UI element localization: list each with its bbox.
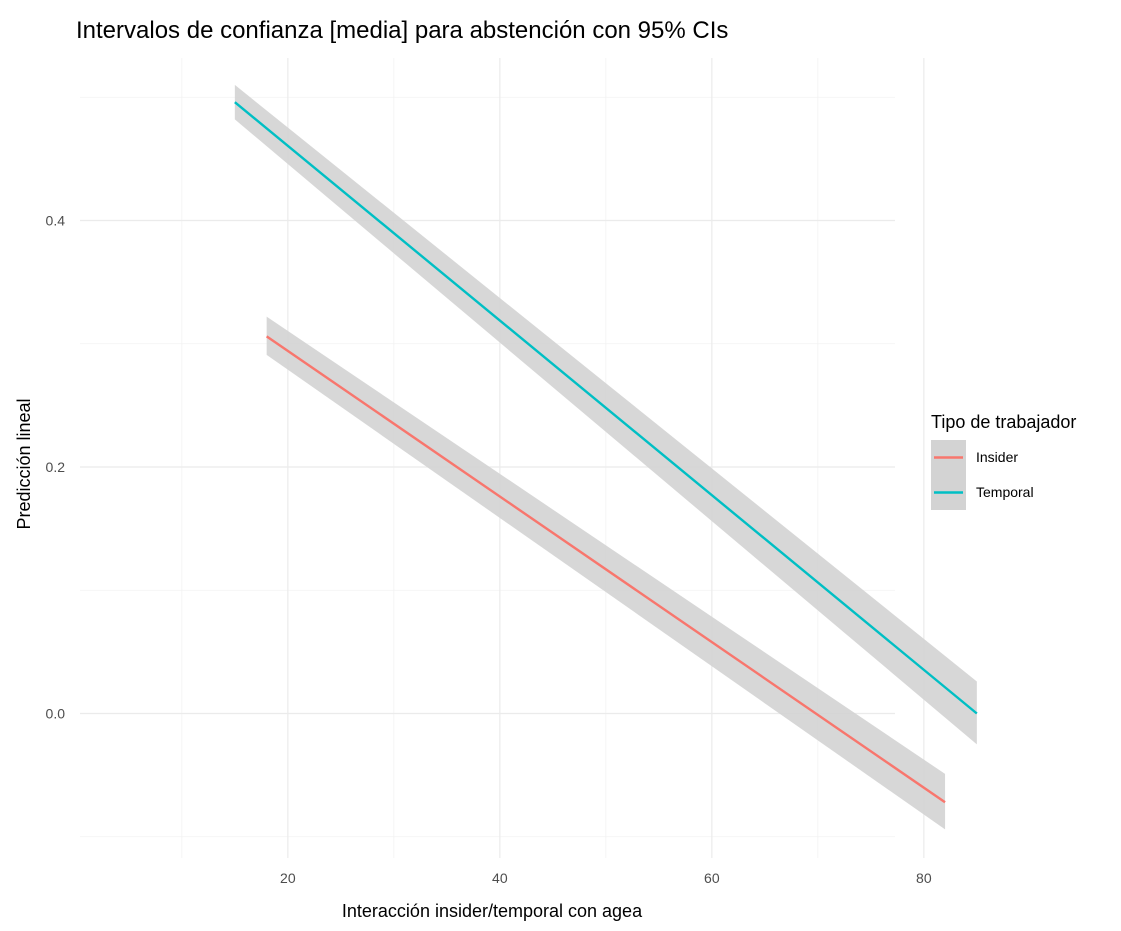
x-tick-label: 20: [280, 870, 296, 886]
confidence-ribbons: [234, 84, 977, 830]
x-axis-title: Interacción insider/temporal con agea: [342, 901, 643, 921]
temporal-ci-ribbon: [234, 84, 977, 745]
y-tick-label: 0.0: [46, 706, 66, 722]
y-tick-label: 0.4: [46, 213, 66, 229]
minor-gridlines: [80, 58, 895, 858]
temporal-legend-label: Temporal: [976, 484, 1034, 500]
x-tick-label: 80: [916, 870, 932, 886]
y-axis-title: Predicción lineal: [14, 398, 34, 529]
major-gridlines: [80, 58, 925, 858]
x-tick-label: 40: [492, 870, 508, 886]
insider-line: [265, 335, 946, 804]
insider-legend-label: Insider: [976, 449, 1018, 465]
y-axis-ticks: 0.0 0.2 0.4: [46, 213, 66, 722]
legend: Tipo de trabajador Insider Temporal: [931, 412, 1076, 510]
x-axis-ticks: 20 40 60 80: [280, 870, 932, 886]
chart-title: Intervalos de confianza [media] para abs…: [76, 17, 728, 44]
x-tick-label: 60: [704, 870, 720, 886]
y-tick-label: 0.2: [46, 459, 66, 475]
series-lines: [234, 101, 978, 804]
insider-ci-ribbon: [266, 316, 946, 830]
legend-title: Tipo de trabajador: [931, 412, 1076, 432]
temporal-line: [234, 101, 978, 715]
